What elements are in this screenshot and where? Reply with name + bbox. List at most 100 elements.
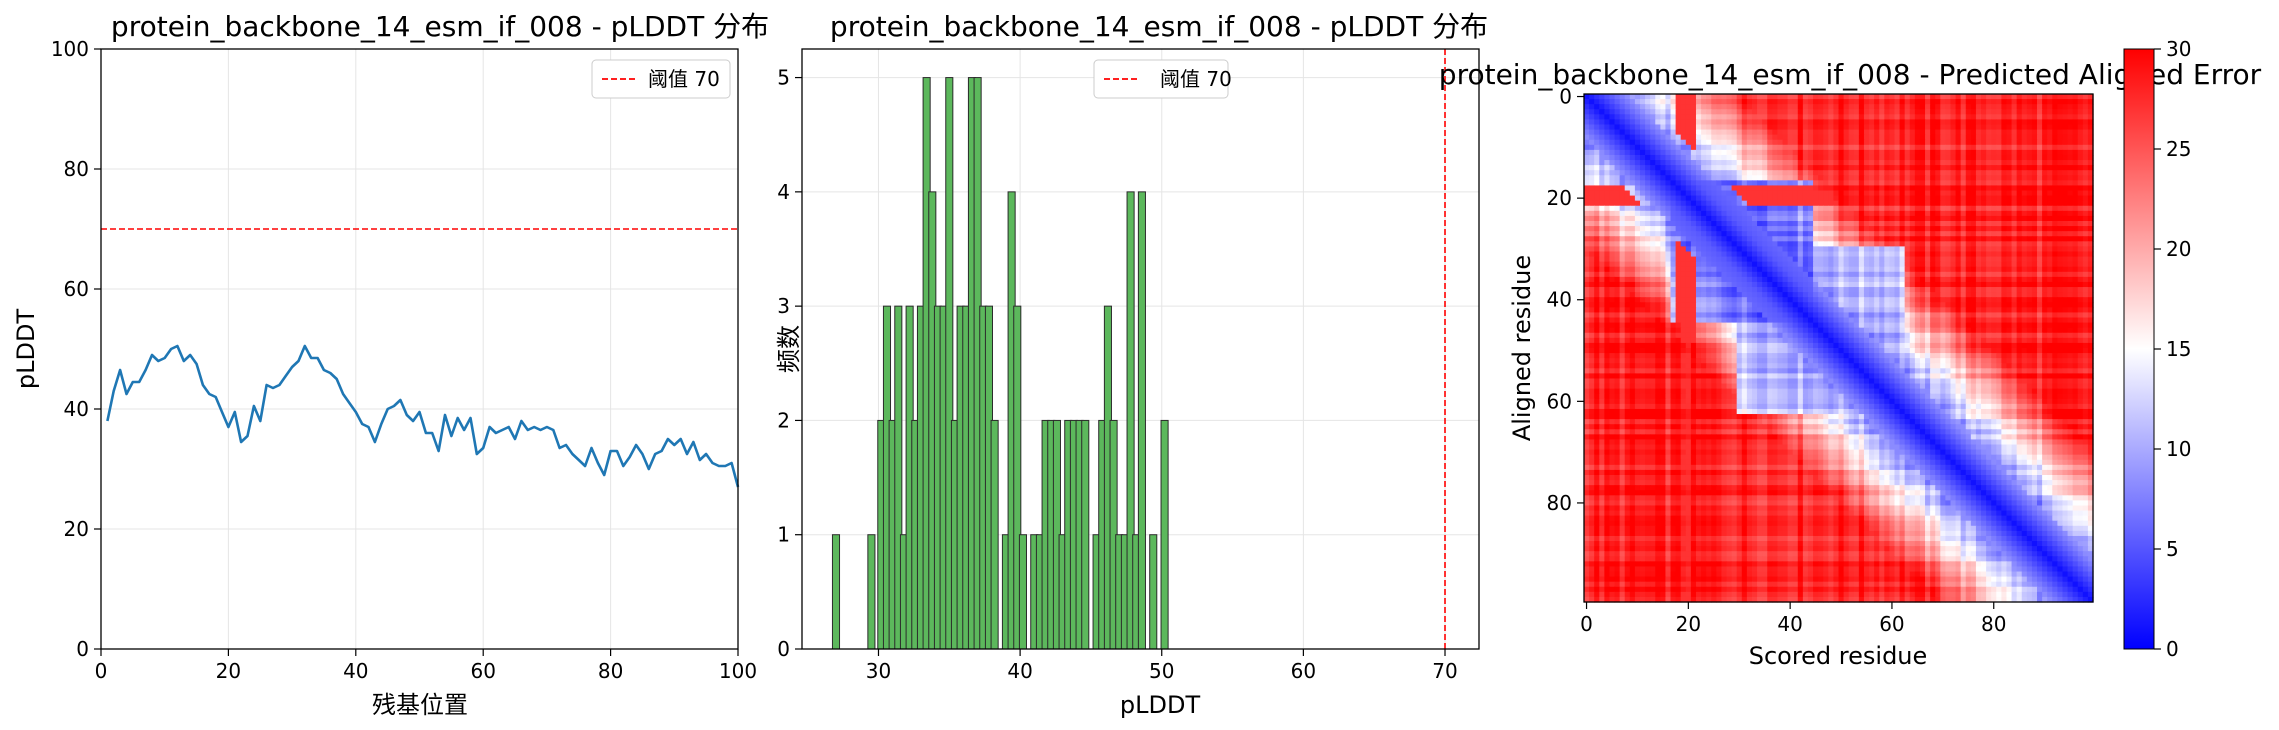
heatmap-cell (2006, 124, 2013, 131)
heatmap-cell (2057, 302, 2064, 308)
heatmap-cell (2067, 104, 2074, 110)
heatmap-cell (1675, 302, 1682, 308)
heatmap-cell (1950, 226, 1957, 232)
heatmap-cell (1843, 205, 1850, 212)
heatmap-cell (1757, 210, 1763, 217)
heatmap-cell (1695, 231, 1702, 237)
heatmap-cell (2042, 210, 2048, 217)
heatmap-cell (1991, 134, 1997, 141)
heatmap-cell (1685, 175, 1692, 181)
heatmap-cell (1589, 236, 1595, 242)
heatmap-cell (1909, 149, 1916, 156)
heatmap-cell (1930, 104, 1936, 110)
heatmap-cell (1848, 170, 1855, 176)
heatmap-cell (1909, 226, 1916, 232)
heatmap-cell (1940, 180, 1946, 187)
heatmap-cell (1767, 94, 1773, 100)
heatmap-cell (1975, 271, 1982, 278)
heatmap-cell (1655, 205, 1661, 212)
heatmap-cell (2082, 215, 2089, 222)
heatmap-cell (1614, 281, 1621, 288)
heatmap-cell (1833, 195, 1840, 202)
heatmap-cell (1711, 261, 1717, 268)
heatmap-cell (1925, 332, 1931, 339)
heatmap-cell (1848, 205, 1855, 212)
heatmap-cell (1869, 322, 1875, 329)
heatmap-cell (1695, 327, 1702, 334)
heatmap-cell (1884, 332, 1890, 339)
heatmap-cell (1757, 104, 1763, 110)
heatmap-cell (1757, 261, 1763, 268)
heatmap-cell (1634, 99, 1641, 105)
heatmap-cell (1807, 215, 1814, 222)
heatmap-cell (1619, 134, 1626, 141)
heatmap-cell (1975, 231, 1982, 237)
heatmap-cell (1695, 165, 1702, 171)
heatmap-cell (1665, 236, 1672, 242)
heatmap-cell (1762, 134, 1768, 141)
heatmap-cell (1996, 144, 2002, 151)
heatmap-cell (1594, 144, 1600, 151)
heatmap-cell (1935, 190, 1941, 197)
heatmap-cell (2011, 114, 2018, 120)
heatmap-cell (1706, 292, 1712, 298)
heatmap-cell (1650, 200, 1656, 207)
heatmap-cell (1599, 307, 1605, 314)
heatmap-cell (2077, 297, 2084, 303)
heatmap-cell (1650, 205, 1656, 212)
heatmap-cell (1736, 221, 1743, 227)
heatmap-cell (1818, 175, 1824, 181)
heatmap-cell (1848, 160, 1855, 166)
heatmap-cell (1970, 271, 1977, 278)
heatmap-cell (1889, 190, 1896, 197)
heatmap-cell (2052, 276, 2058, 283)
heatmap-cell (1889, 215, 1896, 222)
heatmap-cell (1594, 99, 1600, 105)
heatmap-cell (1960, 221, 1967, 227)
heatmap-cell (1869, 327, 1875, 334)
heatmap-cell (1757, 109, 1763, 115)
heatmap-cell (1741, 327, 1748, 334)
heatmap-cell (1736, 160, 1743, 166)
heatmap-cell (2016, 109, 2023, 115)
heatmap-cell (1629, 99, 1636, 105)
heatmap-cell (1670, 307, 1677, 314)
heatmap-cell (1711, 119, 1717, 126)
heatmap-cell (1614, 165, 1621, 171)
heatmap-cell (1996, 205, 2002, 212)
heatmap-cell (1991, 144, 1997, 151)
heatmap-cell (1818, 144, 1824, 151)
heatmap-cell (1828, 246, 1835, 253)
heatmap-cell (1609, 251, 1616, 258)
heatmap-cell (1797, 170, 1804, 176)
heatmap-cell (1894, 165, 1901, 171)
heatmap-cell (1970, 226, 1977, 232)
heatmap-cell (1863, 185, 1870, 192)
heatmap-cell (1645, 149, 1651, 156)
heatmap-cell (1751, 261, 1758, 268)
heatmap-cell (1894, 231, 1901, 237)
heatmap-cell (1731, 322, 1738, 329)
heatmap-cell (1950, 236, 1957, 242)
heatmap-cell (1604, 332, 1611, 339)
heatmap-cell (1772, 144, 1779, 151)
heatmap-cell (1772, 281, 1779, 288)
heatmap-cell (1629, 134, 1636, 141)
heatmap-cell (1609, 200, 1616, 207)
heatmap-cell (1645, 221, 1651, 227)
heatmap-cell (1874, 312, 1880, 319)
heatmap-cell (2021, 276, 2028, 283)
heatmap-cell (1736, 312, 1743, 319)
heatmap-cell (2037, 185, 2043, 192)
heatmap-cell (1634, 154, 1641, 161)
heatmap-cell (1772, 160, 1779, 166)
heatmap-cell (2047, 312, 2053, 319)
heatmap-cell (1762, 124, 1768, 131)
heatmap-cell (1879, 312, 1885, 319)
heatmap-cell (1701, 332, 1707, 339)
heatmap-cell (2057, 180, 2064, 187)
heatmap-cell (1833, 139, 1840, 146)
heatmap-cell (1823, 165, 1829, 171)
heatmap-cell (1716, 231, 1723, 237)
heatmap-cell (1914, 104, 1921, 110)
